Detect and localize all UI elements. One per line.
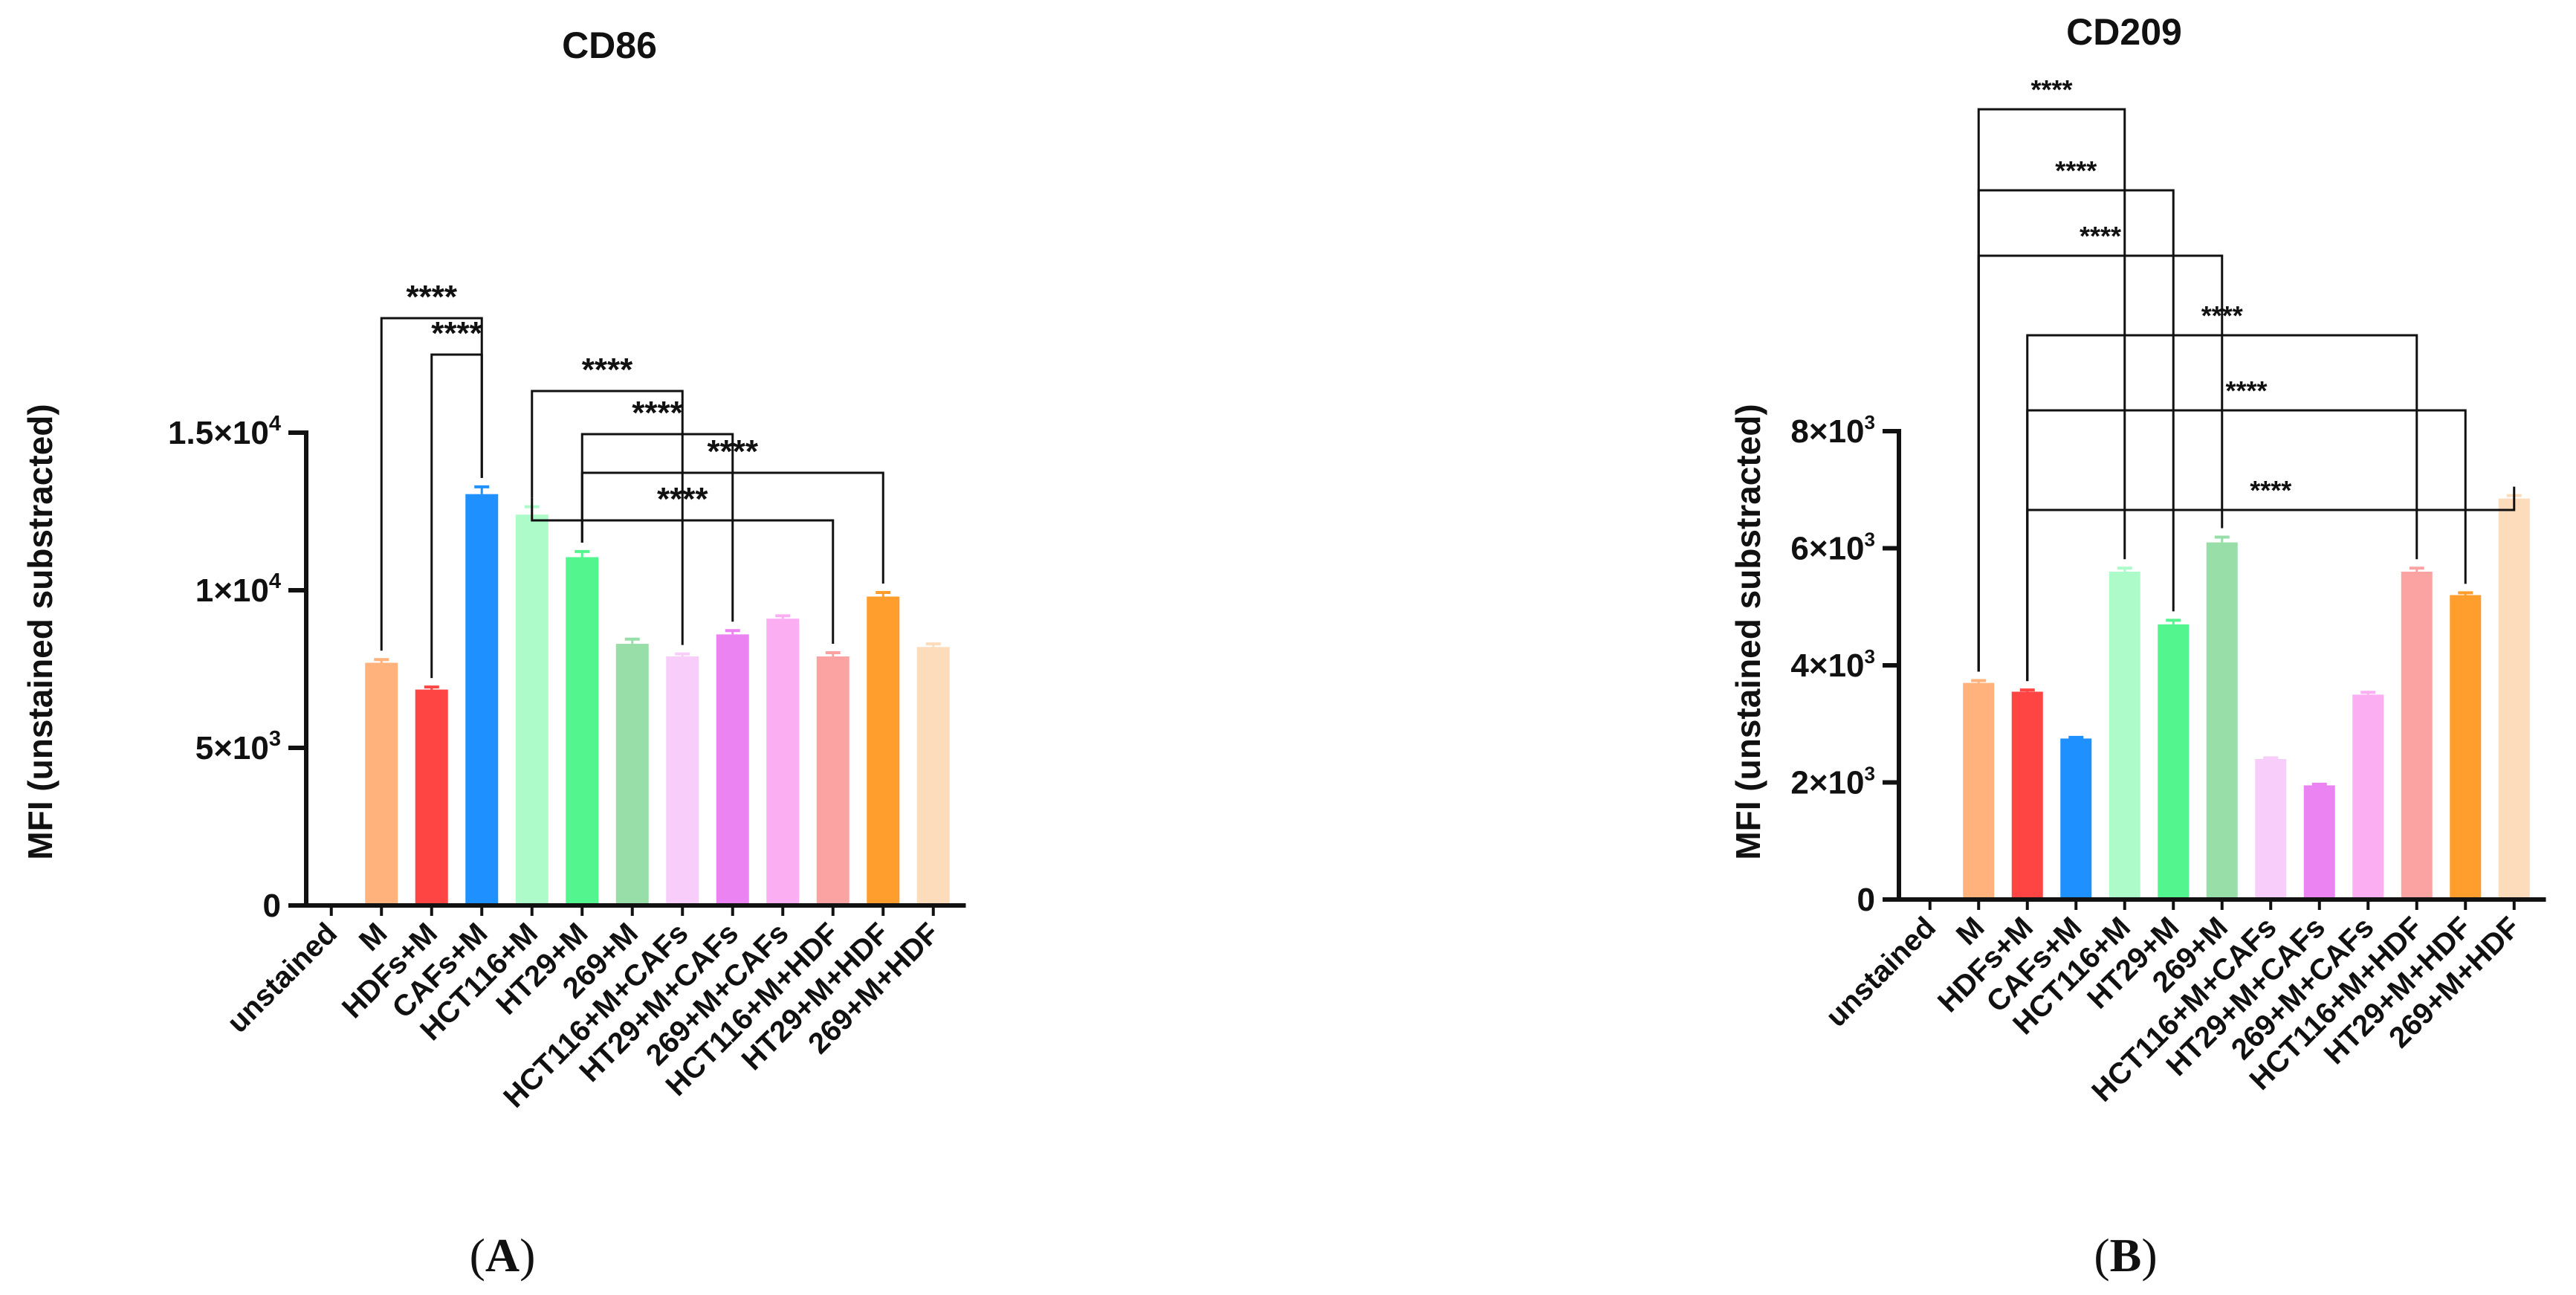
panel-letter: B xyxy=(2110,1229,2142,1282)
bar xyxy=(2255,759,2287,900)
bar xyxy=(666,656,699,905)
bar xyxy=(2450,595,2482,900)
significance-label: **** xyxy=(632,395,683,431)
significance-bracket xyxy=(1977,254,2224,672)
chart-cd209: CD209 MFI (unstained substracted) 0 2×103… xyxy=(1729,11,2546,1282)
bar xyxy=(2060,738,2092,900)
bar xyxy=(2401,572,2433,900)
significance-bracket xyxy=(580,471,884,584)
significance-label: **** xyxy=(2080,221,2121,251)
x-tick-labels: unstained MHDFs+MCAFs+MHCT116+MHT29+M269+… xyxy=(221,905,945,1114)
y-axis-label: MFI (unstained substracted) xyxy=(1729,404,1767,859)
bar xyxy=(916,647,950,905)
significance-bracket xyxy=(2026,409,2467,682)
y-tick-label: 1.5×104 xyxy=(168,412,281,451)
bar xyxy=(2206,542,2238,900)
bar xyxy=(2158,624,2190,900)
bar xyxy=(365,662,398,905)
chart-title: CD86 xyxy=(562,25,657,66)
bar xyxy=(415,689,448,905)
significance-bracket xyxy=(2026,486,2516,682)
y-tick-label: 0 xyxy=(263,888,281,924)
y-tick-label: 2×103 xyxy=(1790,763,1875,801)
y-tick-label: 4×103 xyxy=(1790,645,1875,684)
y-tick-label: 8×103 xyxy=(1790,411,1875,450)
x-tick-label: unstained xyxy=(1819,911,1942,1033)
bar xyxy=(515,514,548,905)
bar xyxy=(566,557,599,905)
significance-label: **** xyxy=(582,352,633,388)
y-axis-label: MFI (unstained substracted) xyxy=(21,404,59,859)
significance-label: **** xyxy=(431,315,482,352)
bars xyxy=(1963,494,2530,900)
panel-letter: A xyxy=(485,1229,520,1282)
x-tick-label: unstained xyxy=(221,917,343,1039)
x-tick-labels: unstained MHDFs+MCAFs+MHCT116+MHT29+M269+… xyxy=(1819,900,2526,1108)
bar xyxy=(2498,498,2530,900)
significance-brackets: **** **** **** **** **** **** xyxy=(1977,74,2516,682)
chart-title: CD209 xyxy=(2066,11,2182,53)
bar xyxy=(2352,694,2384,900)
significance-label: **** xyxy=(407,279,458,315)
significance-label: **** xyxy=(657,481,708,517)
bar xyxy=(766,619,800,905)
bar xyxy=(2011,691,2043,900)
bar xyxy=(615,644,649,905)
significance-bracket xyxy=(1977,189,2175,672)
bar xyxy=(867,596,900,905)
y-tick-label: 5×103 xyxy=(195,727,281,766)
panel-label: (B) xyxy=(2094,1229,2157,1282)
y-ticks: 0 2×103 4×103 6×103 8×103 xyxy=(1790,411,1899,918)
bar xyxy=(716,634,749,905)
significance-bracket xyxy=(1977,108,2126,672)
significance-label: **** xyxy=(2030,74,2072,105)
significance-bracket xyxy=(531,497,835,644)
y-tick-label: 1×104 xyxy=(195,569,281,609)
bar xyxy=(816,656,850,905)
significance-brackets: ************************ xyxy=(380,279,884,679)
chart-cd86: CD86 MFI (unstained substracted) 0 5×103 1… xyxy=(21,25,966,1282)
y-ticks: 0 5×103 1×104 1.5×104 xyxy=(168,412,306,924)
significance-label: **** xyxy=(2225,375,2267,406)
significance-label: **** xyxy=(2055,155,2097,186)
bars xyxy=(365,485,950,905)
significance-bracket xyxy=(531,390,684,645)
y-tick-label: 6×103 xyxy=(1790,529,1875,567)
significance-label: **** xyxy=(2201,300,2243,331)
panel-label: (A) xyxy=(470,1229,536,1282)
bar xyxy=(465,494,499,905)
bar xyxy=(2303,785,2335,900)
significance-label: **** xyxy=(708,433,759,470)
y-tick-label: 0 xyxy=(1857,882,1875,918)
bar xyxy=(2109,572,2140,900)
significance-label: **** xyxy=(2250,475,2291,506)
bar xyxy=(1963,682,1995,900)
significance-bracket xyxy=(430,353,483,679)
